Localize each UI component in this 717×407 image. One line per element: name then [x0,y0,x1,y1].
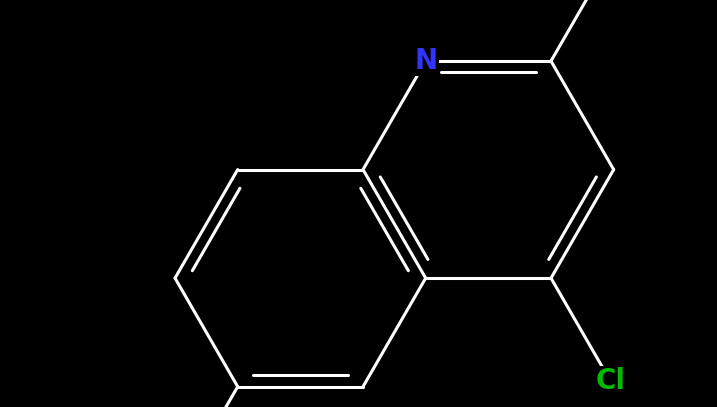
Text: Cl: Cl [596,367,625,395]
Text: N: N [414,47,437,75]
